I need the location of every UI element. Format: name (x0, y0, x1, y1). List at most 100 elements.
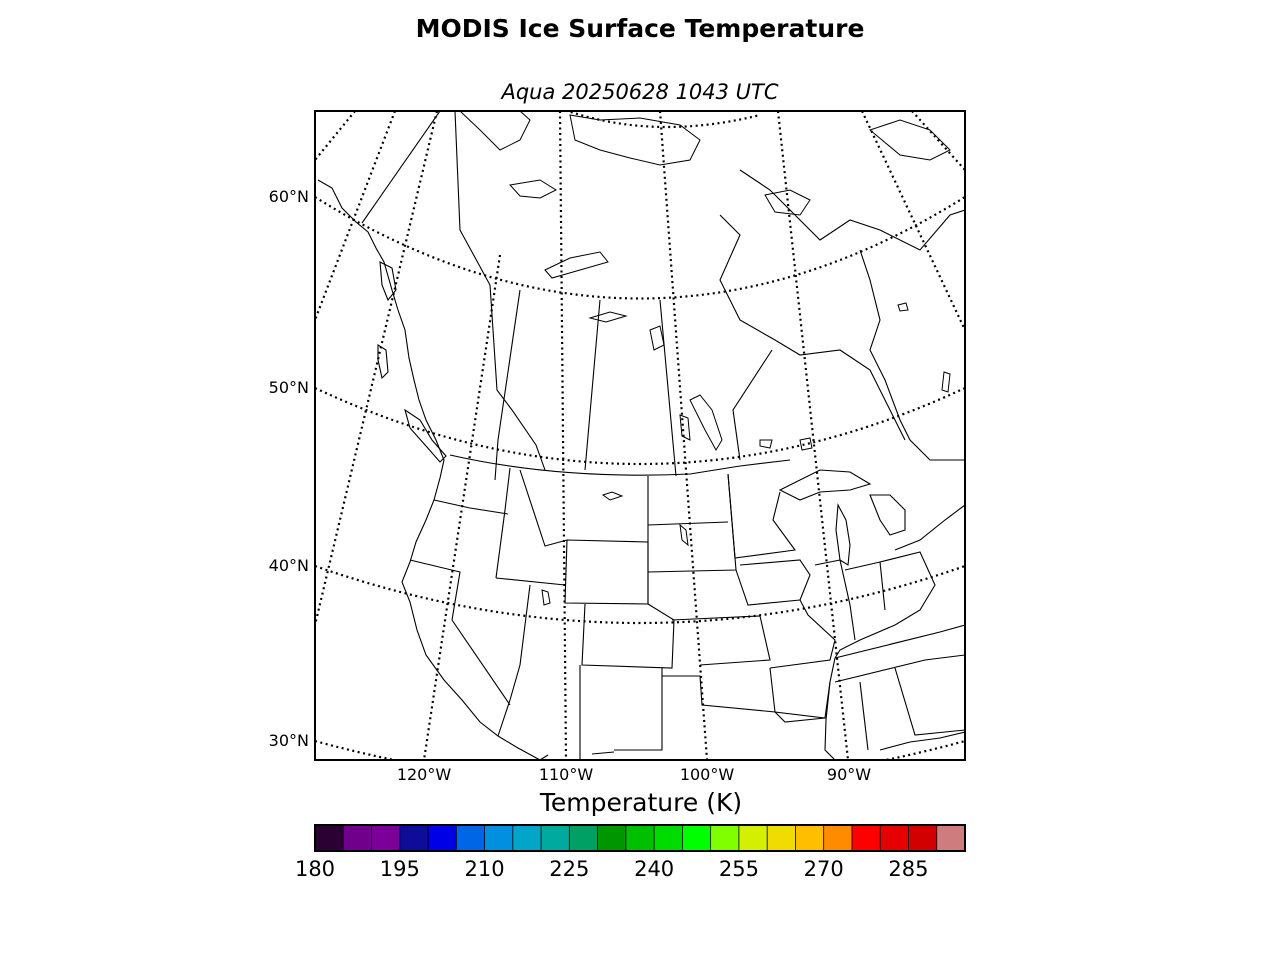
colorbar-title: Temperature (K) (539, 788, 742, 817)
manitoba-ontario-border (659, 299, 677, 477)
latitude-labels: 60°N 50°N 40°N 30°N (269, 187, 309, 750)
lake-winnipeg (689, 394, 723, 452)
southampton-island (764, 189, 811, 216)
iowa-missouri (739, 559, 836, 669)
tennessee-south (834, 624, 965, 751)
colorbar-cell (908, 824, 938, 852)
colorbar-cell (766, 824, 797, 852)
chart-subtitle: Aqua 20250628 1043 UTC (501, 80, 779, 104)
coastal-islands (379, 261, 397, 302)
lat-line-70 (564, 111, 761, 129)
wa-or-border (433, 499, 509, 515)
nv-ca-border (451, 619, 511, 706)
lake-manitoba (679, 414, 691, 441)
hudson-bay-coast (719, 214, 906, 441)
great-slave-lake (544, 251, 609, 279)
colorbar-cell (823, 824, 853, 852)
great-salt-lake (541, 589, 551, 606)
colorbar-cell (710, 824, 740, 852)
latitude-lines (315, 111, 965, 760)
minnesota-wisconsin (727, 473, 796, 559)
colorbar-frame (314, 824, 966, 852)
colorbar-cell (371, 824, 401, 852)
colorbar-cell (879, 824, 910, 852)
colorbar-tick-label: 210 (465, 857, 505, 881)
oklahoma-texas (662, 675, 826, 723)
ontario-border (732, 349, 773, 461)
chart-title: MODIS Ice Surface Temperature (415, 14, 865, 43)
great-bear-lake (509, 179, 558, 199)
colorbar-cell (427, 824, 458, 852)
map-area (315, 111, 965, 760)
lat-line-40 (315, 564, 965, 625)
colorbar-tick-label: 270 (804, 857, 844, 881)
colorbar-cell (540, 824, 571, 852)
lake-huron (869, 494, 906, 536)
idaho-border (495, 467, 511, 579)
haida-gwaii (377, 344, 389, 380)
colorbar-cell (851, 824, 882, 852)
colorbar-cell (314, 824, 345, 852)
colorbar-cell (597, 824, 627, 852)
colorbar (314, 824, 966, 852)
colorbar-tick-label: 240 (634, 857, 674, 881)
lat-line-50 (315, 387, 965, 465)
lon-label-100: 100°W (680, 765, 735, 784)
colorbar-cell (795, 824, 825, 852)
vancouver-island (404, 408, 447, 463)
mexico-border (539, 751, 615, 760)
lat-label-50: 50°N (269, 378, 309, 397)
lat-line-60 (315, 196, 965, 300)
nebraska-kansas (671, 569, 801, 666)
bc-alaska-border (361, 111, 441, 224)
utah-colorado (495, 577, 675, 669)
lon-line-80 (861, 111, 965, 331)
colorbar-cell (512, 824, 542, 852)
colorbar-ticks: 180 195 210 225 240 255 270 285 (295, 857, 929, 881)
lon-label-110: 110°W (539, 765, 594, 784)
lon-line-120 (315, 111, 439, 626)
colorbar-cell (681, 824, 712, 852)
lon-line-100 (658, 111, 709, 760)
lat-label-60: 60°N (269, 187, 309, 206)
colorbar-tick-label: 180 (295, 857, 335, 881)
or-ca-border (409, 559, 461, 621)
boundaries (317, 111, 965, 760)
lake-athabasca (588, 311, 628, 323)
colorbar-cell (653, 824, 684, 852)
lake-of-woods (759, 439, 773, 449)
lake-mistassini (897, 302, 909, 312)
lat-label-40: 40°N (269, 556, 309, 575)
az-nm (497, 664, 663, 760)
nipigon (799, 437, 813, 451)
oahe (679, 523, 689, 547)
bc-alberta-border (454, 111, 546, 471)
colorbar-cell (399, 824, 429, 852)
colorbar-tick-label: 255 (719, 857, 759, 881)
arctic-islands (569, 114, 701, 166)
alberta-saskatchewan-border (494, 289, 521, 481)
montana-border (519, 469, 649, 547)
gulf-coast (879, 731, 965, 751)
map-frame (314, 110, 966, 761)
quebec-coast (859, 249, 965, 461)
lake-michigan (835, 503, 851, 566)
longitude-labels: 120°W 110°W 100°W 90°W (397, 765, 871, 784)
ohio-kentucky (834, 551, 936, 659)
longitude-lines (315, 111, 965, 760)
lon-label-90: 90°W (827, 765, 871, 784)
colorbar-tick-label: 195 (380, 857, 420, 881)
us-canada-border (449, 454, 791, 476)
baffin-island (868, 119, 951, 161)
lake-nipissing (941, 371, 951, 393)
lon-line-110 (558, 111, 568, 760)
arkansas-louisiana (769, 657, 836, 719)
victoria-island (459, 111, 531, 151)
lon-line-90 (776, 111, 850, 760)
lat-label-30: 30°N (269, 731, 309, 750)
lon-label-120: 120°W (397, 765, 452, 784)
nunavut-coast (739, 169, 965, 251)
reindeer-lake (649, 325, 665, 351)
pacific-coastline (317, 179, 541, 760)
